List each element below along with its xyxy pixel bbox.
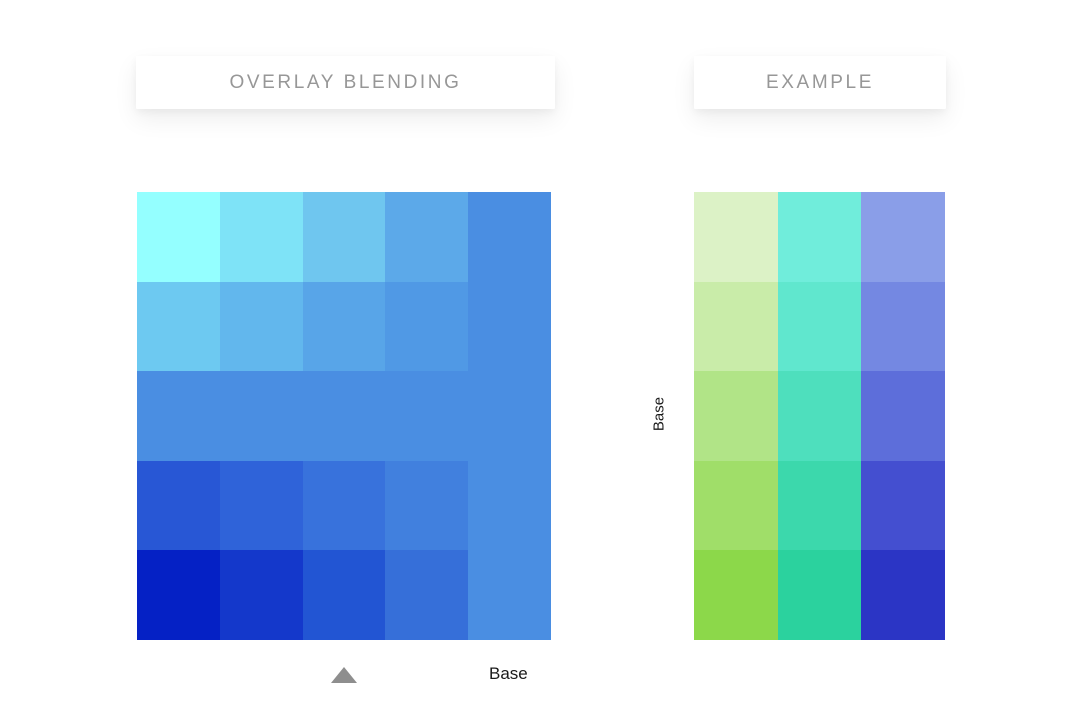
grid-cell: [861, 550, 945, 640]
overlay-blending-grid: [137, 192, 551, 640]
grid-cell: [777, 371, 862, 461]
grid-cell: [694, 192, 778, 282]
grid-cell: [861, 371, 945, 461]
grid-cell: [777, 281, 862, 372]
grid-cell: [861, 281, 945, 372]
grid-cell: [137, 371, 220, 461]
grid-cell: [219, 192, 303, 282]
grid-cell: [468, 371, 551, 461]
overlay-blending-title-card: OVERLAY BLENDING: [136, 56, 555, 109]
grid-cell: [385, 371, 469, 461]
grid-cell: [137, 192, 220, 282]
grid-cell: [302, 281, 386, 372]
grid-cell: [219, 371, 303, 461]
grid-cell: [302, 192, 386, 282]
grid-cell: [385, 550, 469, 640]
grid-cell: [219, 281, 303, 372]
grid-cell: [694, 550, 778, 640]
base-axis-label-vertical: Base: [650, 396, 668, 432]
grid-cell: [385, 192, 469, 282]
example-grid: [694, 192, 945, 640]
grid-cell: [302, 550, 386, 640]
grid-cell: [219, 550, 303, 640]
grid-cell: [468, 192, 551, 282]
grid-cell: [302, 371, 386, 461]
grid-cell: [861, 460, 945, 551]
grid-cell: [137, 281, 220, 372]
grid-cell: [861, 192, 945, 282]
grid-cell: [694, 281, 778, 372]
triangle-up-icon: [331, 667, 357, 683]
grid-cell: [468, 281, 551, 372]
example-title-card: EXAMPLE: [694, 56, 946, 109]
example-title: EXAMPLE: [766, 71, 874, 93]
overlay-blending-title: OVERLAY BLENDING: [229, 71, 462, 93]
grid-cell: [385, 460, 469, 551]
grid-cell: [777, 192, 862, 282]
grid-cell: [468, 460, 551, 551]
grid-cell: [468, 550, 551, 640]
grid-cell: [219, 460, 303, 551]
grid-cell: [385, 281, 469, 372]
grid-cell: [137, 550, 220, 640]
grid-cell: [777, 460, 862, 551]
base-label: Base: [489, 664, 528, 683]
grid-cell: [137, 460, 220, 551]
grid-cell: [694, 371, 778, 461]
grid-cell: [694, 460, 778, 551]
grid-cell: [302, 460, 386, 551]
grid-cell: [777, 550, 862, 640]
